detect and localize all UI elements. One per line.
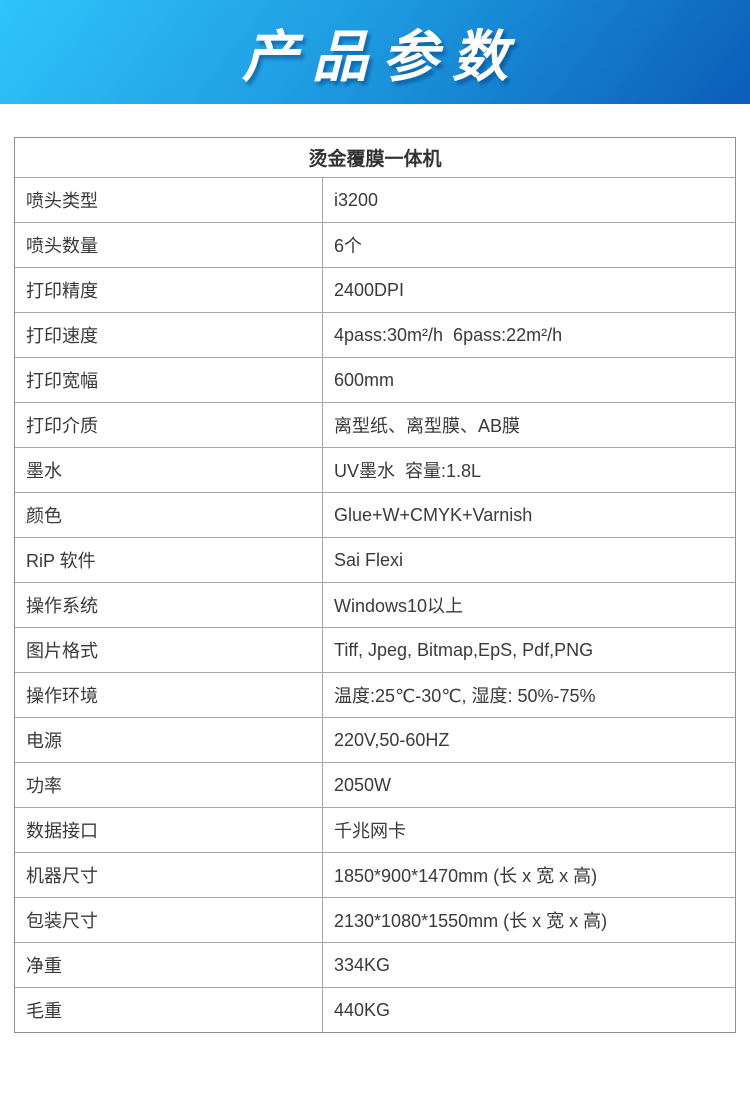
spec-value: 4pass:30m²/h 6pass:22m²/h — [322, 313, 735, 357]
table-row: 操作环境 温度:25℃-30℃, 湿度: 50%-75% — [15, 672, 735, 717]
spec-label: 数据接口 — [26, 821, 98, 841]
spec-value: 220V,50-60HZ — [322, 718, 735, 762]
table-row: 打印速度 4pass:30m²/h 6pass:22m²/h — [15, 312, 735, 357]
spec-label: 打印宽幅 — [26, 371, 98, 391]
table-row: 净重 334KG — [15, 942, 735, 987]
spec-label: 机器尺寸 — [26, 866, 98, 886]
table-body: 喷头类型 i3200 喷头数量 6个打印精度 2400DPI 打印速度 4pass:30m²… — [15, 177, 735, 1032]
spec-label: 喷头数量 — [26, 236, 98, 256]
spec-label: RiP 软件 — [26, 551, 96, 571]
spec-value: 2130*1080*1550mm (长 x 宽 x 高) — [322, 898, 735, 942]
spec-table: 烫金覆膜一体机 喷头类型 i3200 喷头数量 6个打印精度 2400DPI 打印速度 4p… — [14, 137, 736, 1033]
spec-value: 334KG — [322, 943, 735, 987]
table-row: 喷头类型 i3200 — [15, 177, 735, 222]
header-banner: 产品参数 — [0, 0, 750, 104]
spec-label: 打印精度 — [26, 281, 98, 301]
spec-label: 电源 — [26, 731, 62, 751]
table-row: 机器尺寸 1850*900*1470mm (长 x 宽 x 高) — [15, 852, 735, 897]
table-row: 颜色 Glue+W+CMYK+Varnish — [15, 492, 735, 537]
spec-label: 喷头类型 — [26, 191, 98, 211]
table-title: 烫金覆膜一体机 — [308, 149, 442, 170]
spec-label: 打印介质 — [26, 416, 98, 436]
spec-value: UV墨水 容量:1.8L — [322, 448, 735, 492]
table-row: 打印介质 离型纸、离型膜、AB膜 — [15, 402, 735, 447]
spec-label: 毛重 — [26, 1001, 62, 1021]
page-title: 产品参数 — [242, 24, 522, 88]
spec-label: 墨水 — [26, 461, 62, 481]
spec-label: 功率 — [26, 776, 62, 796]
spec-value: 千兆网卡 — [322, 808, 735, 852]
spec-value: 温度:25℃-30℃, 湿度: 50%-75% — [322, 673, 735, 717]
spec-label: 包装尺寸 — [26, 911, 98, 931]
spec-value: Windows10以上 — [322, 583, 735, 627]
table-row: 打印精度 2400DPI — [15, 267, 735, 312]
spec-label: 操作环境 — [26, 686, 98, 706]
table-row: 包装尺寸 2130*1080*1550mm (长 x 宽 x 高) — [15, 897, 735, 942]
spec-value: 440KG — [322, 988, 735, 1032]
table-row: 喷头数量 6个 — [15, 222, 735, 267]
spec-label: 操作系统 — [26, 596, 98, 616]
spec-value: 2050W — [322, 763, 735, 807]
spec-value: 6个 — [322, 223, 735, 267]
spec-label: 图片格式 — [26, 641, 98, 661]
table-row: RiP 软件 Sai Flexi — [15, 537, 735, 582]
table-row: 图片格式 Tiff, Jpeg, Bitmap,EpS, Pdf,PNG — [15, 627, 735, 672]
table-row: 数据接口 千兆网卡 — [15, 807, 735, 852]
spec-label: 净重 — [26, 956, 62, 976]
table-row: 电源 220V,50-60HZ — [15, 717, 735, 762]
spec-label: 打印速度 — [26, 326, 98, 346]
table-row: 操作系统 Windows10以上 — [15, 582, 735, 627]
spec-value: i3200 — [322, 178, 735, 222]
table-row: 功率 2050W — [15, 762, 735, 807]
spec-value: Glue+W+CMYK+Varnish — [322, 493, 735, 537]
spec-value: Tiff, Jpeg, Bitmap,EpS, Pdf,PNG — [322, 628, 735, 672]
spec-label: 颜色 — [26, 506, 62, 526]
spec-value: 600mm — [322, 358, 735, 402]
spec-value: 2400DPI — [322, 268, 735, 312]
spec-value: 1850*900*1470mm (长 x 宽 x 高) — [322, 853, 735, 897]
table-row: 打印宽幅 600mm — [15, 357, 735, 402]
spec-value: 离型纸、离型膜、AB膜 — [322, 403, 735, 447]
spec-value: Sai Flexi — [322, 538, 735, 582]
table-row: 墨水 UV墨水 容量:1.8L — [15, 447, 735, 492]
table-row: 毛重 440KG — [15, 987, 735, 1032]
